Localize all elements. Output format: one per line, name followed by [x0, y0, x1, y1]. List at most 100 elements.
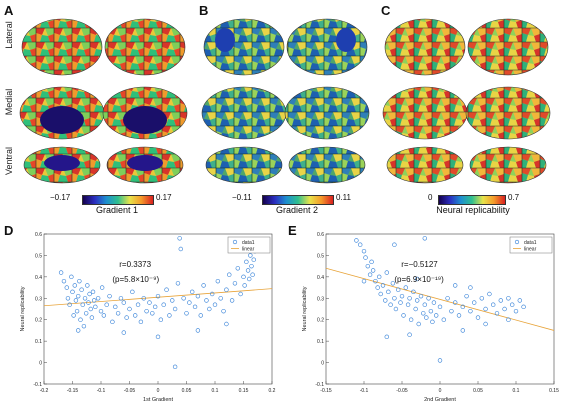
- data-point: [369, 259, 374, 265]
- x-tick-label: 0: [439, 388, 442, 394]
- colorbar-gradient-strip: [82, 195, 154, 205]
- data-point: [135, 302, 141, 307]
- data-point: [464, 293, 469, 299]
- data-point: [388, 302, 393, 307]
- data-point: [498, 298, 504, 303]
- data-point: [67, 302, 72, 307]
- data-point: [147, 300, 152, 305]
- data-point: [376, 274, 382, 280]
- y-axis-label: Neural replicability: [20, 286, 26, 331]
- data-point: [86, 300, 91, 305]
- data-point: [70, 289, 75, 295]
- data-point: [250, 272, 255, 277]
- data-point: [132, 313, 138, 318]
- data-point: [195, 293, 201, 299]
- data-point: [83, 311, 89, 316]
- data-point: [138, 319, 144, 325]
- data-point: [224, 287, 229, 292]
- data-point: [204, 298, 209, 303]
- data-point: [517, 298, 523, 303]
- data-point: [190, 289, 195, 295]
- data-point: [104, 302, 109, 307]
- y-tick-label: 0.2: [35, 318, 42, 324]
- data-point: [431, 300, 437, 305]
- data-point: [89, 315, 95, 320]
- data-point: [401, 313, 406, 318]
- x-tick-label: 0.15: [549, 388, 559, 394]
- data-point: [375, 285, 380, 290]
- data-point: [393, 306, 399, 312]
- legend-entry: data1: [524, 240, 537, 246]
- data-point: [392, 296, 397, 301]
- data-point: [209, 291, 215, 297]
- colorbar-min-label: −0.11: [232, 193, 252, 202]
- data-point: [221, 308, 226, 314]
- scatter-chart-gradient-1: -0.2 -0.15 -0.1 -0.05 0 0.05 0.1 0.15 0.2 -0.1 0 0.…: [20, 232, 276, 403]
- y-tick-label: 0.5: [35, 253, 42, 259]
- data-point: [177, 236, 182, 241]
- colorbar-title: Neural replicability: [436, 205, 510, 215]
- y-tick-label: 0.4: [35, 275, 42, 281]
- data-point: [71, 313, 76, 318]
- data-point: [510, 302, 515, 307]
- data-point: [144, 308, 149, 314]
- colorbar-min-label: 0: [428, 193, 433, 202]
- colorbar-title: Gradient 1: [95, 205, 139, 215]
- data-point: [235, 266, 241, 271]
- data-point: [181, 296, 186, 301]
- data-point: [460, 328, 466, 333]
- data-point: [449, 308, 454, 314]
- data-point: [424, 315, 429, 320]
- data-point: [172, 364, 178, 370]
- data-point: [407, 296, 412, 301]
- data-point: [453, 300, 458, 305]
- data-point: [434, 313, 439, 318]
- y-tick-label: 0.6: [35, 232, 42, 238]
- data-point: [441, 317, 447, 322]
- data-point: [383, 298, 388, 303]
- data-point: [115, 311, 121, 316]
- data-point: [456, 313, 462, 318]
- data-point: [411, 289, 416, 295]
- data-point: [399, 293, 405, 299]
- data-point: [475, 315, 481, 320]
- colorbar-max-label: 0.17: [156, 193, 172, 202]
- data-point: [224, 321, 229, 327]
- data-point: [479, 296, 485, 301]
- data-point: [170, 298, 175, 303]
- data-point: [494, 311, 500, 316]
- data-point: [247, 276, 252, 282]
- colorbar-title: Gradient 2: [275, 205, 319, 215]
- data-point: [82, 296, 88, 301]
- colorbar-gradient-2: −0.11 0.11 Gradient 2: [222, 193, 372, 221]
- data-point: [395, 287, 401, 292]
- data-point: [172, 306, 178, 312]
- data-point: [164, 287, 169, 292]
- data-point: [107, 293, 112, 299]
- data-point: [373, 278, 378, 284]
- colorbar-neural-replicability: 0 0.7 Neural replicability: [400, 193, 550, 221]
- data-point: [227, 272, 232, 277]
- data-point: [398, 300, 403, 305]
- y-tick-label: 0.3: [317, 296, 324, 302]
- data-point: [384, 334, 390, 340]
- data-point: [367, 272, 373, 277]
- data-point: [428, 308, 434, 314]
- data-point: [487, 291, 492, 297]
- x-tick-label: -0.1: [360, 388, 369, 394]
- data-point: [502, 306, 507, 312]
- colorbar-max-label: 0.7: [508, 193, 520, 202]
- x-tick-label: 0: [157, 388, 160, 394]
- data-point: [361, 278, 367, 284]
- data-point: [384, 270, 390, 275]
- data-point: [65, 296, 71, 301]
- data-point: [245, 268, 251, 273]
- data-point: [460, 304, 466, 310]
- panel-letter-c: C: [381, 3, 391, 18]
- data-point: [378, 291, 383, 297]
- brain-surface-maps: [19, 18, 551, 184]
- y-tick-label: 0.3: [35, 296, 42, 302]
- colorbar-gradient-strip: [438, 195, 506, 205]
- data-point: [365, 263, 371, 269]
- legend-entry: linear: [242, 247, 255, 253]
